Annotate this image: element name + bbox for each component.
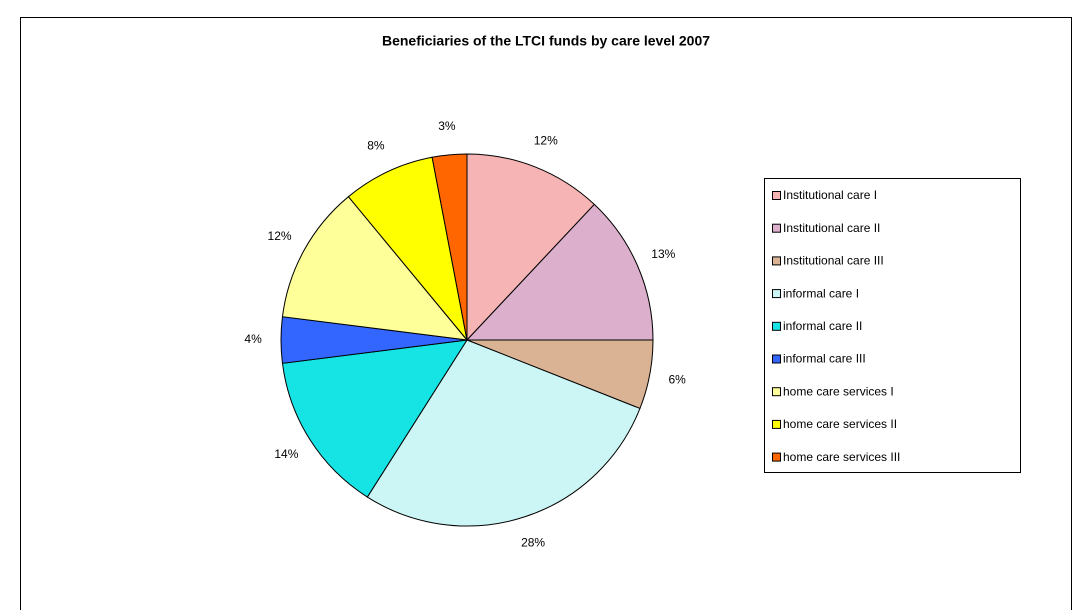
legend-label: home care services I (783, 384, 894, 398)
legend-swatch (772, 419, 781, 429)
legend-label: Institutional care II (783, 221, 880, 235)
legend-label: home care services III (783, 450, 900, 464)
legend-label: Institutional care I (783, 188, 877, 202)
legend-label: informal care II (783, 319, 862, 333)
legend-label: informal care III (783, 352, 866, 366)
chart-frame (20, 17, 1072, 610)
legend-swatch (772, 321, 781, 331)
data-label: 13% (651, 247, 675, 261)
legend-swatch (772, 387, 781, 397)
data-label: 12% (268, 229, 292, 243)
chart-title: Beneficiaries of the LTCI funds by care … (382, 33, 710, 49)
pie-slice (281, 339, 468, 498)
data-label: 14% (274, 447, 298, 461)
legend-label: informal care I (783, 286, 859, 300)
pie-slice (366, 339, 641, 527)
pie-slice (347, 156, 468, 341)
data-label: 12% (534, 133, 558, 147)
data-label: 6% (668, 372, 686, 386)
pie-slice (466, 153, 596, 342)
legend-swatch (772, 289, 781, 299)
legend-swatch (772, 223, 781, 233)
pie-slice (465, 203, 654, 341)
data-label: 28% (521, 536, 545, 550)
legend-label: Institutional care III (783, 254, 884, 268)
legend-swatch (772, 256, 781, 266)
legend-swatch (772, 452, 781, 462)
data-label: 3% (438, 119, 456, 133)
legend-swatch (772, 354, 781, 364)
data-label: 4% (244, 332, 262, 346)
legend-box (764, 178, 1021, 473)
pie-slice (431, 153, 468, 341)
legend-swatch (772, 191, 781, 200)
pie-slice (281, 195, 469, 341)
data-label: 8% (367, 139, 385, 153)
legend-label: home care services II (783, 417, 897, 431)
